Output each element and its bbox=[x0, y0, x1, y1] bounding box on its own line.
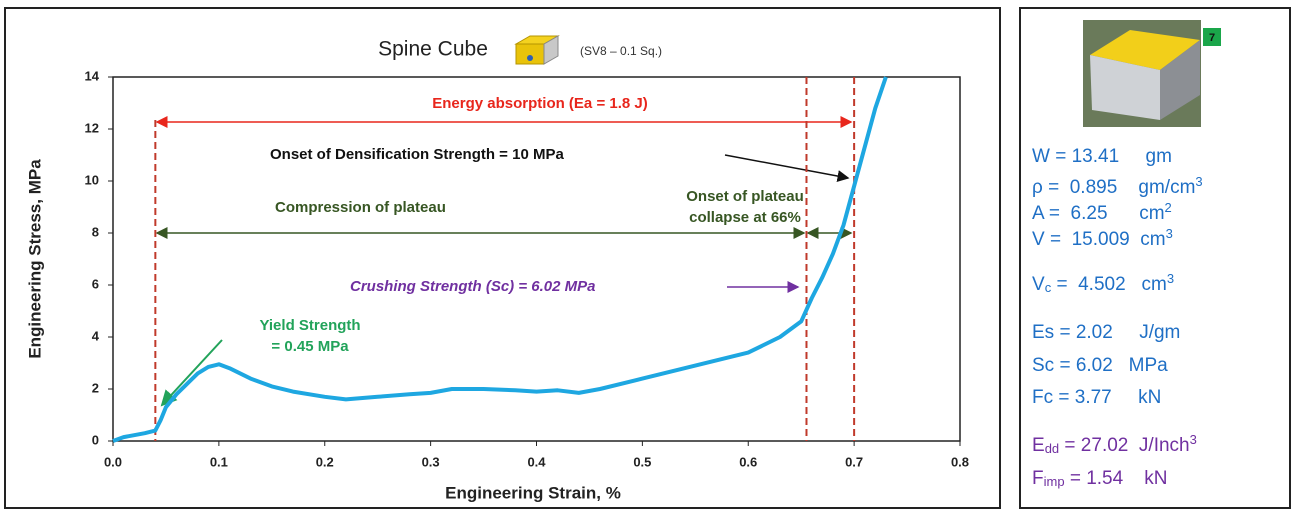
panel-segment: Es = 2.02 J/gm bbox=[1032, 322, 1180, 343]
x-axis-label: Engineering Strain, % bbox=[445, 483, 621, 502]
annotation: Yield Strength bbox=[259, 317, 360, 334]
y-tick-label: 0 bbox=[92, 432, 99, 447]
x-tick-label: 0.2 bbox=[316, 454, 334, 469]
x-tick-label: 0.6 bbox=[739, 454, 757, 469]
y-tick-label: 12 bbox=[85, 120, 99, 135]
cube-icon bbox=[514, 35, 560, 65]
annotation: Crushing Strength (Sc) = 6.02 MPa bbox=[350, 278, 595, 295]
panel-segment: = 1.54 kN bbox=[1065, 468, 1168, 489]
photo-badge-text: 7 bbox=[1209, 32, 1215, 44]
annotation: Compression of plateau bbox=[275, 199, 446, 216]
plot-area bbox=[112, 76, 961, 442]
photo-cube-face bbox=[1160, 40, 1200, 120]
x-tick-label: 0.7 bbox=[845, 454, 863, 469]
photo-badge bbox=[1203, 28, 1221, 46]
panel-segment: Sc = 6.02 MPa bbox=[1032, 355, 1168, 376]
y-tick-label: 4 bbox=[92, 328, 100, 343]
panel-row: A = 6.25 cm2 bbox=[1032, 200, 1172, 224]
panel-segment: imp bbox=[1044, 474, 1065, 489]
y-tick-label: 2 bbox=[92, 380, 99, 395]
panel-row: Es = 2.02 J/gm bbox=[1032, 322, 1180, 343]
panel-segment: 3 bbox=[1195, 174, 1202, 189]
panel-segment: dd bbox=[1045, 441, 1059, 456]
panel-row: ρ = 0.895 gm/cm3 bbox=[1032, 174, 1203, 198]
panel-segment: Fc = 3.77 kN bbox=[1032, 387, 1161, 408]
panel-segment: V bbox=[1032, 274, 1045, 295]
panel-frame bbox=[1019, 7, 1291, 509]
panel-segment: 3 bbox=[1166, 226, 1173, 241]
x-tick-label: 0.5 bbox=[633, 454, 651, 469]
photo-cube-side bbox=[1090, 55, 1160, 120]
densification-arrow bbox=[724, 154, 850, 182]
panel-segment: E bbox=[1032, 435, 1045, 456]
annotation: Onset of plateau bbox=[686, 188, 804, 205]
annotation: Onset of Densification Strength = 10 MPa bbox=[270, 146, 564, 163]
panel-segment: V = 15.009 cm bbox=[1032, 229, 1166, 250]
chart-frame bbox=[4, 7, 1001, 509]
chart-subtitle: (SV8 – 0.1 Sq.) bbox=[580, 44, 662, 58]
y-tick-label: 8 bbox=[92, 224, 99, 239]
photo: 7 bbox=[1083, 20, 1221, 127]
annotation: Energy absorption (Ea = 1.8 J) bbox=[432, 95, 647, 112]
panel-segment: 3 bbox=[1190, 432, 1197, 447]
y-tick-label: 6 bbox=[92, 276, 99, 291]
panel-row: Edd = 27.02 J/Inch3 bbox=[1032, 432, 1197, 457]
x-tick-label: 0.0 bbox=[104, 454, 122, 469]
x-tick-label: 0.8 bbox=[951, 454, 969, 469]
panel-segment: 2 bbox=[1165, 200, 1172, 215]
y-axis-label: Engineering Stress, MPa bbox=[25, 159, 44, 359]
panel-segment: = 4.502 cm bbox=[1051, 274, 1167, 295]
annotation: collapse at 66% bbox=[689, 209, 801, 226]
panel-segment: F bbox=[1032, 468, 1044, 489]
panel-segment: A = 6.25 cm bbox=[1032, 203, 1165, 224]
annotation: = 0.45 MPa bbox=[271, 338, 349, 355]
panel-row: V = 15.009 cm3 bbox=[1032, 226, 1173, 250]
photo-cube-top bbox=[1090, 30, 1200, 70]
chart-title: Spine Cube bbox=[378, 38, 488, 61]
x-tick-label: 0.1 bbox=[210, 454, 228, 469]
panel-row: Fimp = 1.54 kN bbox=[1032, 468, 1168, 489]
x-tick-label: 0.4 bbox=[527, 454, 546, 469]
panel-segment: 3 bbox=[1167, 271, 1174, 286]
y-tick-label: 14 bbox=[85, 68, 100, 83]
panel-row: W = 13.41 gm bbox=[1032, 146, 1172, 167]
x-tick-label: 0.3 bbox=[422, 454, 440, 469]
panel-segment: c bbox=[1045, 280, 1052, 295]
panel-row: Sc = 6.02 MPa bbox=[1032, 355, 1168, 376]
panel-segment: W = 13.41 gm bbox=[1032, 146, 1172, 167]
panel-segment: ρ = 0.895 gm/cm bbox=[1032, 177, 1195, 198]
data-line bbox=[112, 76, 888, 443]
chart: Spine Cube (SV8 – 0.1 Sq.) Engineering S… bbox=[25, 35, 961, 502]
panel-row: Fc = 3.77 kN bbox=[1032, 387, 1161, 408]
panel-segment: = 27.02 J/Inch bbox=[1059, 435, 1189, 456]
yield-arrow bbox=[160, 339, 223, 407]
panel-row: Vc = 4.502 cm3 bbox=[1032, 271, 1174, 296]
y-tick-label: 10 bbox=[85, 172, 99, 187]
